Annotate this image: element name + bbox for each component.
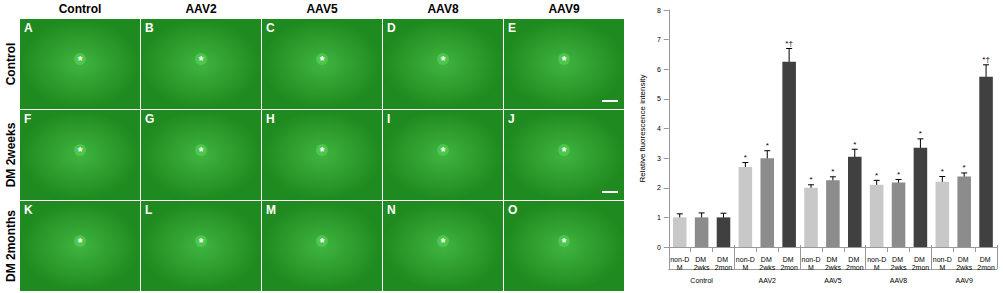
svg-text:M: M: [677, 264, 683, 271]
svg-text:3: 3: [657, 155, 661, 162]
svg-text:*: *: [875, 171, 878, 180]
svg-text:1: 1: [657, 214, 661, 221]
svg-text:*: *: [562, 145, 567, 159]
svg-text:2wks: 2wks: [825, 264, 841, 271]
svg-text:*: *: [562, 54, 567, 68]
svg-text:Control: Control: [690, 277, 713, 284]
svg-text:*: *: [766, 141, 769, 150]
svg-text:*: *: [853, 140, 856, 149]
svg-text:8: 8: [657, 7, 661, 14]
svg-text:*: *: [78, 54, 83, 68]
svg-text:AAV2: AAV2: [759, 277, 776, 284]
svg-text:DM: DM: [826, 256, 839, 263]
svg-text:2wks: 2wks: [694, 264, 710, 271]
svg-text:4: 4: [657, 125, 661, 132]
svg-text:*: *: [199, 236, 204, 250]
svg-text:non-D: non-D: [867, 256, 886, 263]
svg-text:*: *: [441, 145, 446, 159]
svg-text:*: *: [744, 153, 747, 162]
svg-text:DM: DM: [717, 256, 730, 263]
svg-text:A: A: [24, 21, 33, 35]
svg-text:DM 2months: DM 2months: [4, 210, 18, 282]
svg-text:2wks: 2wks: [759, 264, 775, 271]
svg-text:5: 5: [657, 95, 661, 102]
svg-text:2mon: 2mon: [715, 264, 733, 271]
svg-text:C: C: [266, 21, 275, 35]
svg-text:K: K: [24, 203, 33, 217]
svg-text:2mon: 2mon: [846, 264, 864, 271]
svg-text:E: E: [508, 21, 516, 35]
svg-text:2: 2: [657, 184, 661, 191]
svg-text:O: O: [508, 203, 517, 217]
svg-text:M: M: [266, 203, 276, 217]
svg-text:B: B: [145, 21, 154, 35]
svg-text:AAV8: AAV8: [890, 277, 907, 284]
svg-text:DM: DM: [783, 256, 796, 263]
svg-text:*: *: [897, 170, 900, 179]
svg-text:M: M: [874, 264, 880, 271]
svg-text:7: 7: [657, 36, 661, 43]
svg-text:non-D: non-D: [670, 256, 689, 263]
svg-text:M: M: [808, 264, 814, 271]
svg-text:*: *: [320, 54, 325, 68]
svg-text:AAV5: AAV5: [824, 277, 841, 284]
svg-text:D: D: [387, 21, 396, 35]
svg-text:non-D: non-D: [736, 256, 755, 263]
svg-text:*: *: [441, 236, 446, 250]
svg-text:DM: DM: [761, 256, 774, 263]
svg-text:0: 0: [657, 244, 661, 251]
svg-text:non-D: non-D: [801, 256, 820, 263]
svg-text:*: *: [562, 236, 567, 250]
svg-text:M: M: [939, 264, 945, 271]
svg-text:DM: DM: [958, 256, 971, 263]
svg-text:non-D: non-D: [933, 256, 952, 263]
svg-text:*†: *†: [785, 39, 793, 48]
svg-text:*: *: [941, 167, 944, 176]
svg-text:M: M: [742, 264, 748, 271]
svg-text:2mon: 2mon: [977, 264, 995, 271]
svg-text:DM: DM: [848, 256, 861, 263]
svg-text:AAV2: AAV2: [185, 2, 216, 16]
svg-text:*: *: [919, 129, 922, 138]
svg-text:2mon: 2mon: [912, 264, 930, 271]
svg-text:*: *: [320, 145, 325, 159]
svg-text:H: H: [266, 112, 275, 126]
svg-text:AAV9: AAV9: [955, 277, 972, 284]
svg-text:AAV8: AAV8: [427, 2, 458, 16]
svg-text:Relative fluorescence intensit: Relative fluorescence intensity: [638, 74, 647, 182]
svg-text:*: *: [963, 163, 966, 172]
svg-text:2wks: 2wks: [891, 264, 907, 271]
svg-text:*: *: [78, 145, 83, 159]
svg-text:6: 6: [657, 66, 661, 73]
svg-text:DM: DM: [914, 256, 927, 263]
svg-text:DM: DM: [980, 256, 993, 263]
svg-text:*: *: [441, 54, 446, 68]
svg-text:N: N: [387, 203, 396, 217]
svg-text:Control: Control: [4, 43, 18, 86]
svg-text:DM: DM: [695, 256, 708, 263]
svg-text:DM: DM: [892, 256, 905, 263]
svg-text:AAV9: AAV9: [548, 2, 579, 16]
svg-text:I: I: [387, 112, 390, 126]
svg-text:DM 2weeks: DM 2weeks: [4, 122, 18, 187]
svg-text:*: *: [809, 175, 812, 184]
svg-text:*: *: [199, 54, 204, 68]
svg-text:Control: Control: [59, 2, 102, 16]
svg-text:*†: *†: [982, 55, 990, 64]
svg-text:J: J: [508, 112, 515, 126]
svg-text:G: G: [145, 112, 154, 126]
svg-text:2mon: 2mon: [780, 264, 798, 271]
svg-text:*: *: [78, 236, 83, 250]
svg-text:*: *: [199, 145, 204, 159]
svg-text:L: L: [145, 203, 152, 217]
svg-text:*: *: [320, 236, 325, 250]
svg-text:F: F: [24, 112, 31, 126]
svg-text:2wks: 2wks: [956, 264, 972, 271]
svg-text:*: *: [831, 167, 834, 176]
svg-text:AAV5: AAV5: [306, 2, 337, 16]
